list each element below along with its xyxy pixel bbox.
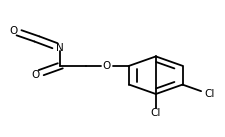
Text: O: O [32, 70, 40, 80]
Text: O: O [9, 26, 18, 36]
Text: O: O [103, 61, 111, 71]
Text: N: N [56, 43, 64, 53]
Text: Cl: Cl [151, 109, 161, 119]
Text: Cl: Cl [204, 89, 214, 99]
